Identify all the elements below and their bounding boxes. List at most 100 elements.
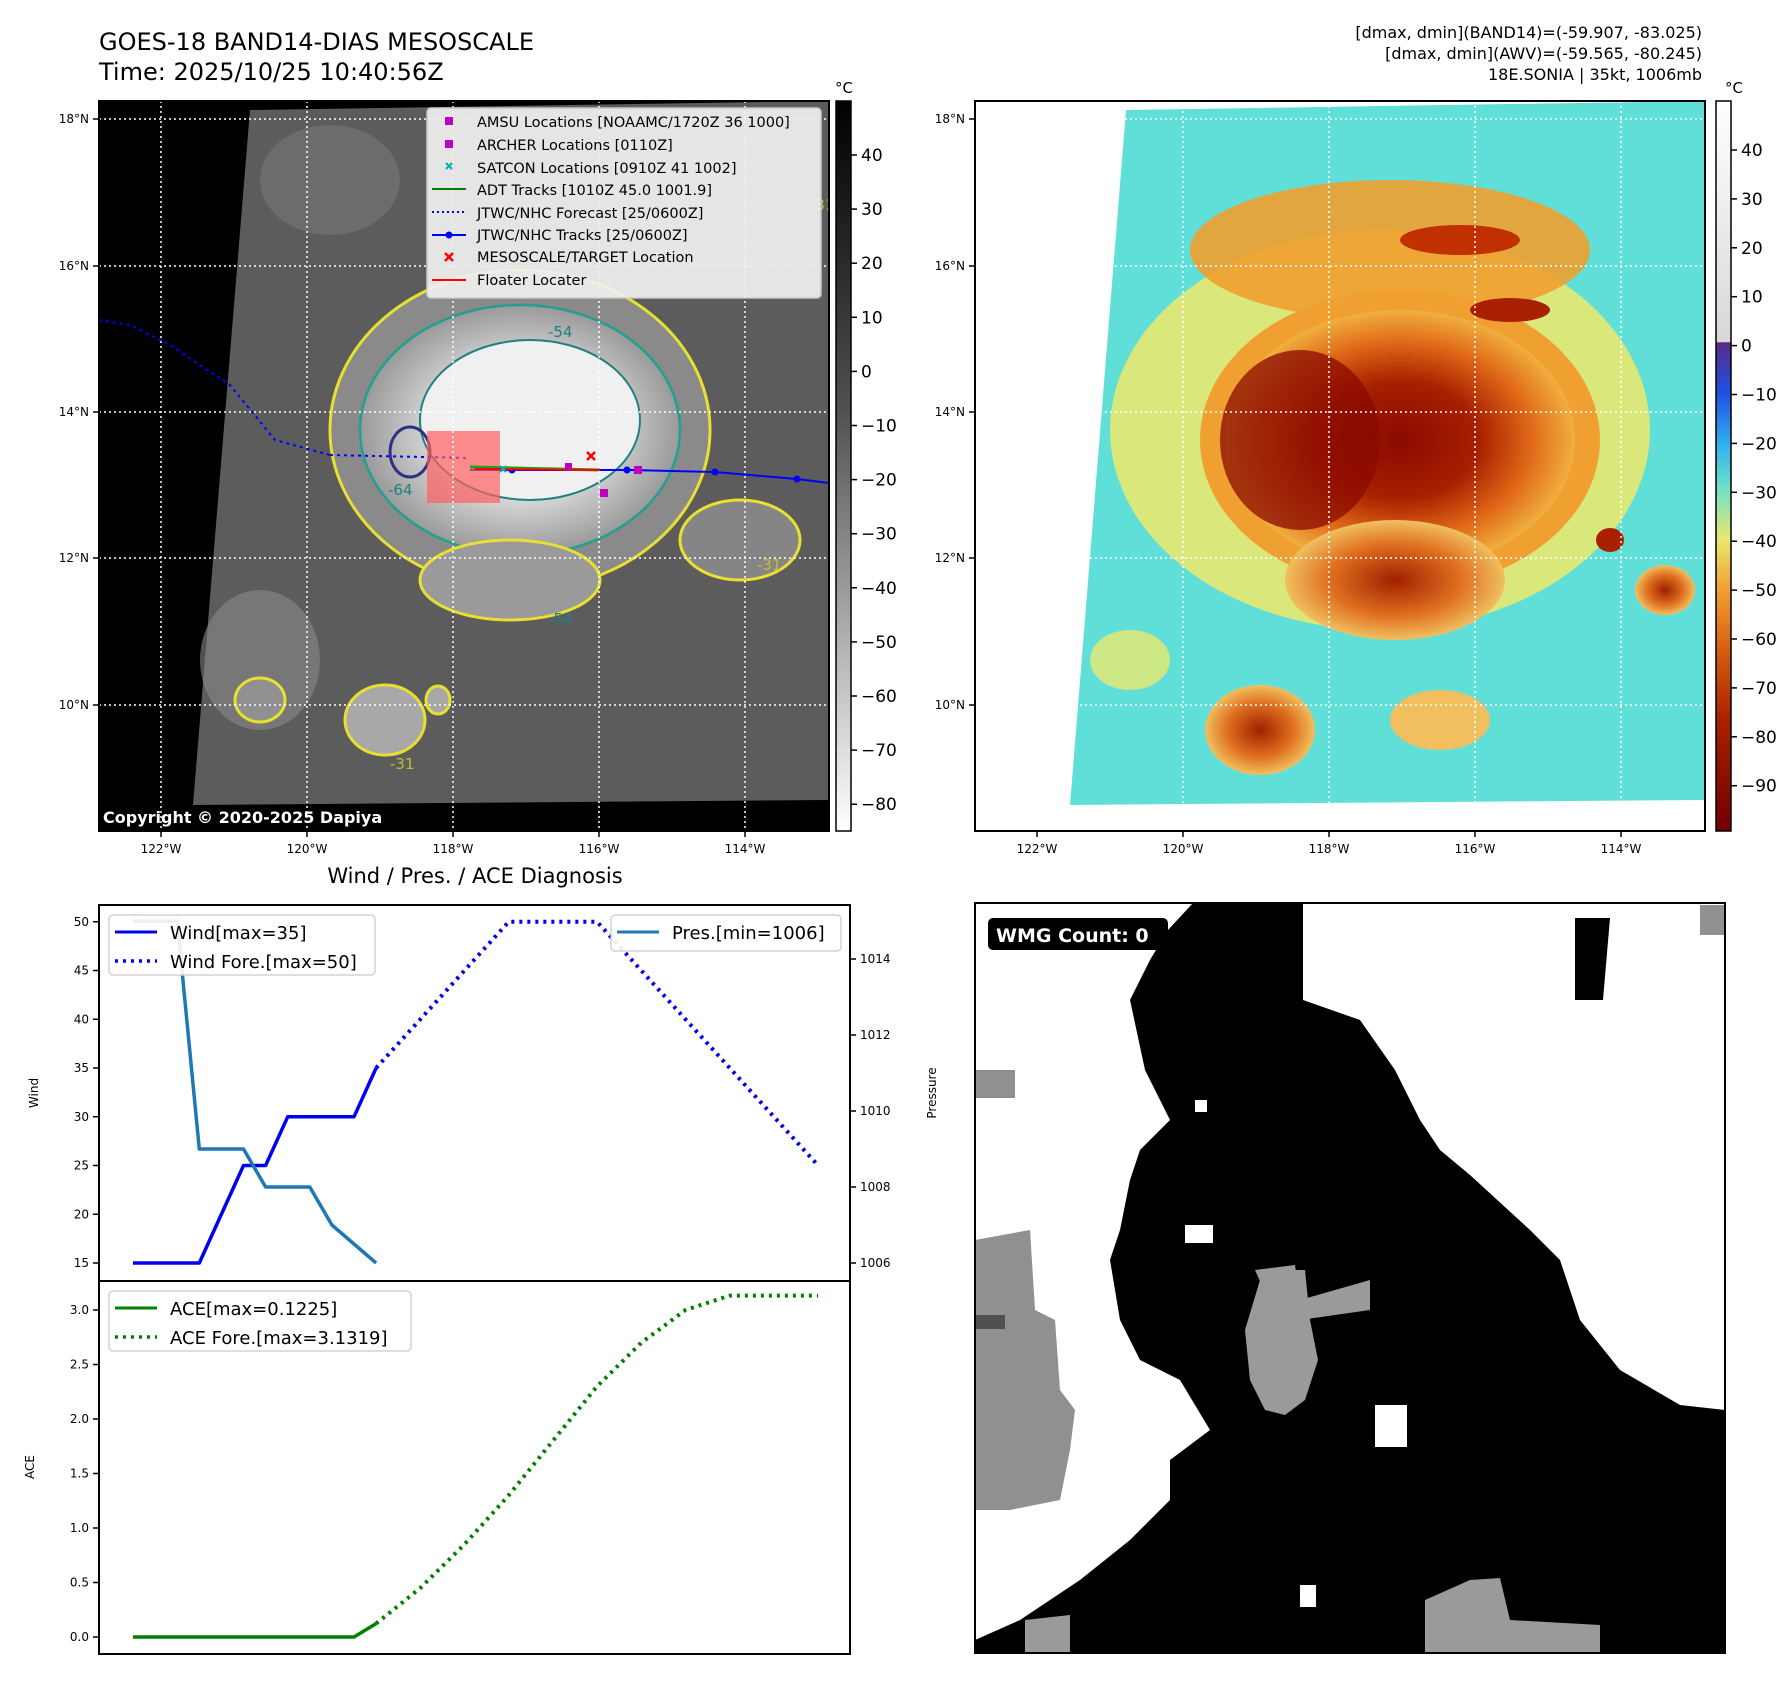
y-tick-label: 0.0 <box>70 1630 89 1644</box>
colorbar-tick-label: −80 <box>1741 728 1777 748</box>
colorbar-tick-label: 30 <box>1741 190 1763 210</box>
y-tick-label: 40 <box>74 1012 89 1026</box>
legend-archer-swatch <box>445 140 453 148</box>
wind-axis-label: Wind <box>27 1078 41 1108</box>
colorbar-tick-label: −10 <box>861 417 897 437</box>
lat-tick-label: 18°N <box>935 112 965 126</box>
y-tick-label: 35 <box>74 1061 89 1075</box>
diagnosis-title: Wind / Pres. / ACE Diagnosis <box>327 864 622 888</box>
contour-label: -64 <box>388 481 413 499</box>
lat-tick-label: 12°N <box>59 551 89 565</box>
colorbar-tick-label: −40 <box>1741 532 1777 552</box>
lat-tick-label: 16°N <box>59 259 89 273</box>
gray-colorbar-unit: °C <box>835 79 853 97</box>
lon-tick-label: 116°W <box>1455 842 1496 856</box>
info-storm: 18E.SONIA | 35kt, 1006mb <box>1488 65 1702 84</box>
contour-label: -54 <box>548 323 573 341</box>
y-tick-label: 3.0 <box>70 1303 89 1317</box>
legend-archer-label: ARCHER Locations [0110Z] <box>477 138 673 154</box>
floater-line <box>474 468 601 471</box>
lat-tick-label: 14°N <box>935 405 965 419</box>
lon-tick-label: 114°W <box>725 842 766 856</box>
colorbar-tick-label: 30 <box>861 200 883 220</box>
contour-label: -54 <box>548 610 573 628</box>
legend-target-swatch <box>444 252 454 262</box>
colorbar-tick-label: −30 <box>1741 483 1777 503</box>
info-awv: [dmax, dmin](AWV)=(-59.565, -80.245) <box>1385 44 1702 63</box>
lon-tick-label: 120°W <box>287 842 328 856</box>
lon-tick-label: 116°W <box>579 842 620 856</box>
lat-tick-label: 16°N <box>935 259 965 273</box>
contour-label: -31 <box>757 556 782 574</box>
lon-tick-label: 114°W <box>1601 842 1642 856</box>
y-tick-label: 2.0 <box>70 1412 89 1426</box>
legend-amsu-label: AMSU Locations [NOAAMC/1720Z 36 1000] <box>477 115 790 131</box>
archer-marker <box>600 489 608 497</box>
lat-tick-label: 18°N <box>59 112 89 126</box>
lat-tick-label: 10°N <box>59 698 89 712</box>
legend-satcon-label: SATCON Locations [0910Z 41 1002] <box>477 161 736 177</box>
lat-tick-label: 12°N <box>935 551 965 565</box>
pressure-legend: Pres.[min=1006] <box>610 914 842 952</box>
legend-forecast-label: JTWC/NHC Forecast [25/0600Z] <box>476 206 703 222</box>
ace-legend: ACE[max=0.1225] ACE Fore.[max=3.1319] <box>108 1290 412 1352</box>
satcon-marker <box>499 465 507 473</box>
y-tick-label: 45 <box>74 964 89 978</box>
colorbar-tick-label: 40 <box>1741 141 1763 161</box>
colorbar-tick-label: −70 <box>861 741 897 761</box>
y-tick-label: 0.5 <box>70 1576 89 1590</box>
series-aceline <box>133 1622 378 1639</box>
y-tick-label: 1006 <box>860 1256 891 1270</box>
colorbar-tick-label: −80 <box>861 795 897 815</box>
colorbar-tick-label: −20 <box>1741 434 1777 454</box>
colorbar-tick-label: 20 <box>1741 239 1763 259</box>
y-tick-label: 1010 <box>860 1104 891 1118</box>
color-map-panel <box>974 100 1706 832</box>
wind-pressure-chart: Wind Pressure 15 20 25 30 35 40 45 50 1006 1008 1… <box>27 904 939 1282</box>
copyright: Copyright © 2020-2025 Dapiya <box>103 808 382 827</box>
y-tick-label: 2.5 <box>70 1358 89 1372</box>
colorbar-tick-label: −70 <box>1741 679 1777 699</box>
y-tick-label: 1014 <box>860 952 891 966</box>
legend-wind-fore-label: Wind Fore.[max=50] <box>170 952 357 973</box>
wmg-label-box <box>988 918 1168 950</box>
lon-tick-label: 122°W <box>141 842 182 856</box>
ace-axis-label: ACE <box>23 1455 37 1479</box>
lat-tick-label: 10°N <box>935 698 965 712</box>
wmg-panel: WMG Count: 0 <box>974 902 1726 1654</box>
y-tick-label: 50 <box>74 915 89 929</box>
colorbar-tick-label: 10 <box>1741 288 1763 308</box>
colorbar-tick-label: −50 <box>861 633 897 653</box>
series-wind-fore-line <box>374 919 820 1167</box>
legend-floater-label: Floater Locater <box>477 273 586 289</box>
colorbar-tick-label: −60 <box>861 687 897 707</box>
figure-time: Time: 2025/10/25 10:40:56Z <box>98 58 444 86</box>
y-tick-label: 15 <box>74 1256 89 1270</box>
contour-label: -31 <box>390 755 415 773</box>
wmg-cold-region <box>975 903 1725 1653</box>
legend-ace-label: ACE[max=0.1225] <box>170 1299 337 1320</box>
colorbar-tick-label: 10 <box>861 308 883 328</box>
lon-tick-label: 118°W <box>433 842 474 856</box>
lon-tick-label: 120°W <box>1163 842 1204 856</box>
color-colorbar-unit: °C <box>1725 79 1743 97</box>
legend-ace-fore-label: ACE Fore.[max=3.1319] <box>170 1328 388 1349</box>
gray-colorbar: °C 40 30 20 10 0 −10 −20 −30 −40 −50 −60 −70 −80 <box>835 79 897 832</box>
legend-tracks-label: JTWC/NHC Tracks [25/0600Z] <box>476 228 688 244</box>
ace-chart: ACE 0.0 0.5 1.0 1.5 2.0 2.5 3.0 ACE[max=0.1225… <box>23 1280 851 1655</box>
legend-satcon-swatch <box>445 162 453 170</box>
legend-target-label: MESOSCALE/TARGET Location <box>477 250 694 266</box>
y-tick-label: 1012 <box>860 1028 891 1042</box>
colorbar-tick-label: 0 <box>1741 337 1752 357</box>
wind-legend: Wind[max=35] Wind Fore.[max=50] <box>108 914 376 976</box>
legend-adt-label: ADT Tracks [1010Z 45.0 1001.9] <box>477 183 712 199</box>
figure-title: GOES-18 BAND14-DIAS MESOSCALE <box>99 28 534 56</box>
ir-map-panel: -54 -64 -54 -31 -31 -31 Copyright © 2020… <box>98 100 830 832</box>
colorbar-tick-label: −20 <box>861 471 897 491</box>
wmg-count: WMG Count: 0 <box>996 925 1149 947</box>
colorbar-tick-label: −90 <box>1741 777 1777 797</box>
info-band14: [dmax, dmin](BAND14)=(-59.907, -83.025) <box>1355 23 1702 42</box>
colorbar-tick-label: 0 <box>861 362 872 382</box>
legend-pressure-label: Pres.[min=1006] <box>672 923 825 944</box>
